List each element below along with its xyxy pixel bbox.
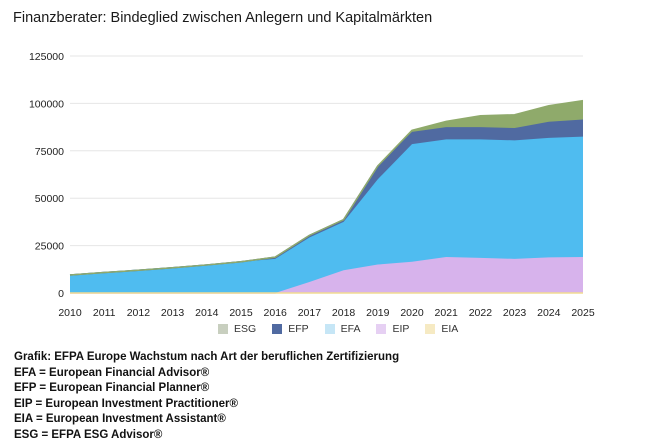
y-tick-label: 25000 [35,241,64,253]
legend-label-efp: EFP [288,323,309,335]
x-tick-label: 2015 [229,307,253,319]
area-edge-esg [69,99,584,276]
legend-swatch-eia [425,324,436,334]
legend-label-esg: ESG [234,323,257,335]
legend-swatch-esg [218,324,228,334]
x-tick-label: 2021 [435,307,459,319]
chart-legend: ESG EFP EFA EIP EIA [218,323,458,335]
x-tick-label: 2025 [571,307,595,319]
area-efp [70,119,583,275]
x-tick-label: 2016 [264,307,288,319]
caption-line-eia: EIA = European Investment Assistant® [14,413,226,426]
legend-label-eia: EIA [441,323,459,335]
legend-item-esg: ESG [218,323,256,335]
x-tick-label: 2017 [298,307,322,319]
area-eip [70,256,583,293]
legend-item-eia: EIA [425,323,458,335]
legend-swatch-eip [376,324,387,334]
legend-item-efp: EFP [272,323,309,335]
legend-item-efa: EFA [324,323,361,335]
caption-line-graphic: Grafik: EFPA Europe Wachstum nach Art de… [14,351,400,363]
x-tick-label: 2014 [195,307,219,319]
area-efa [70,136,583,293]
legend-swatch-efa [324,324,335,334]
legend-swatch-efp [272,324,283,334]
y-tick-label: 50000 [35,193,64,205]
caption-line-efp: EFP = European Financial Planner® [14,382,210,395]
x-tick-label: 2023 [503,307,527,319]
x-tick-label: 2024 [537,307,561,319]
caption-line-esg: ESG = EFPA ESG Advisor® [14,428,163,441]
legend-item-eip: EIP [376,323,409,335]
y-tick-label: 100000 [29,98,64,110]
y-tick-label: 125000 [29,51,64,63]
x-tick-label: 2012 [127,307,151,319]
chart-caption: Grafik: EFPA Europe Wachstum nach Art de… [14,350,399,444]
chart-title: Finanzberater: Bindeglied zwischen Anleg… [13,10,433,26]
caption-line-efa: EFA = European Financial Advisor® [14,366,210,379]
area-esg [70,100,583,275]
caption-line-eip: EIP = European Investment Practitioner® [14,397,238,410]
x-tick-label: 2019 [366,307,390,319]
x-tick-label: 2018 [332,307,356,319]
legend-label-efa: EFA [340,323,361,335]
x-tick-label: 2010 [58,307,82,319]
legend-label-eip: EIP [392,323,410,335]
y-tick-label: 0 [58,288,64,300]
x-tick-label: 2013 [161,307,185,319]
stacked-area-chart: 0 25000 50000 75000 100000 125000 2010 2011 201… [29,51,595,319]
x-tick-label: 2020 [400,307,424,319]
x-tick-label: 2022 [469,307,493,319]
x-tick-label: 2011 [93,307,116,319]
y-tick-label: 75000 [35,146,64,158]
